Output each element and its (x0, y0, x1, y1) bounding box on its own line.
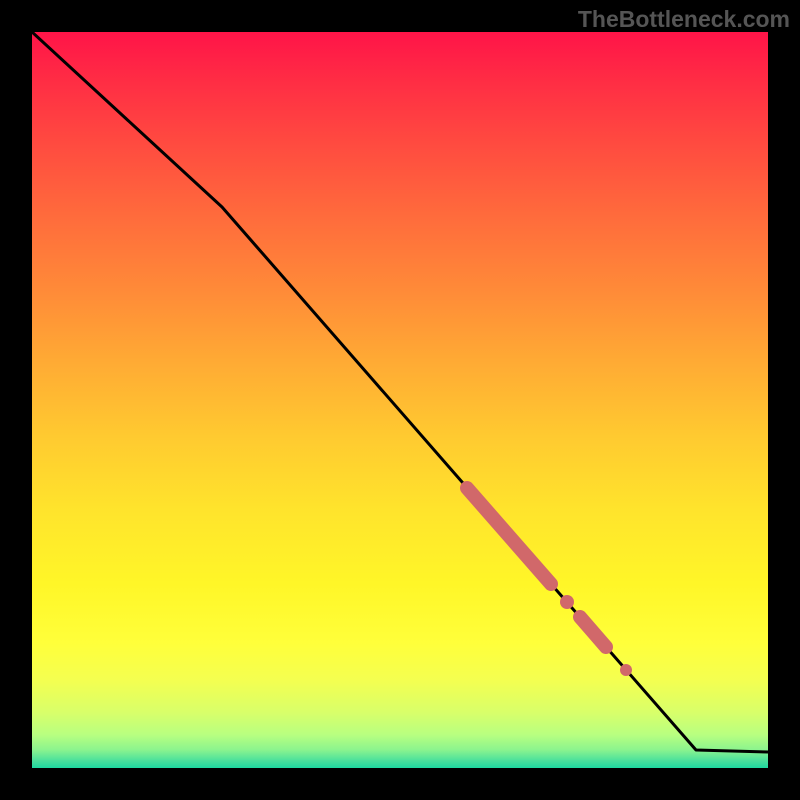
chart-container: TheBottleneck.com (0, 0, 800, 800)
plot-svg (32, 32, 768, 768)
gradient-background (32, 32, 768, 768)
plot-area (32, 32, 768, 768)
frame-right (768, 0, 800, 800)
marker-dot-1 (560, 595, 574, 609)
frame-bottom (0, 768, 800, 800)
watermark-text: TheBottleneck.com (578, 6, 790, 33)
marker-dot-3 (620, 664, 632, 676)
frame-left (0, 0, 32, 800)
